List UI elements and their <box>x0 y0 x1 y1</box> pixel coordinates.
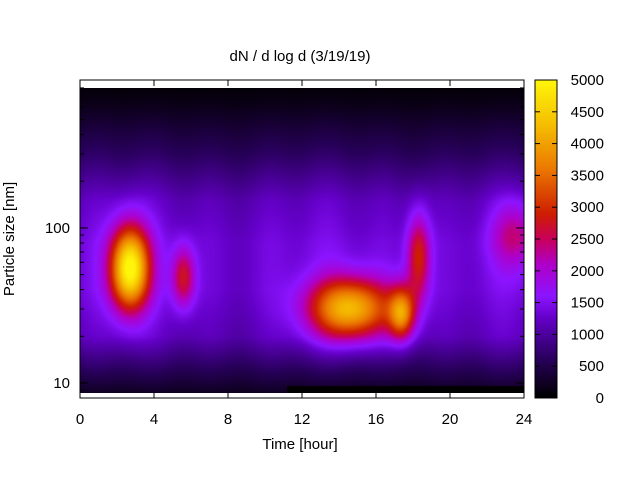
colorbar-tick-label: 2500 <box>571 231 604 248</box>
x-tick-label: 12 <box>294 411 311 428</box>
colorbar-ticks: 0 500 1000 1500 2000 2500 3000 3500 4000 4500 5000 <box>535 72 604 407</box>
colorbar-tick-label: 3500 <box>571 167 604 184</box>
colorbar-tick-label: 1000 <box>571 326 604 343</box>
x-tick-label: 4 <box>150 411 158 428</box>
colorbar-tick-label: 4500 <box>571 104 604 121</box>
chart-title: dN / d log d (3/19/19) <box>230 48 371 65</box>
y-axis-ticks: 10 100 <box>45 79 524 399</box>
y-tick-label: 10 <box>53 375 70 392</box>
colorbar-tick-label: 0 <box>596 390 604 407</box>
x-tick-label: 20 <box>442 411 459 428</box>
colorbar-tick-label: 2000 <box>571 263 604 280</box>
x-tick-label: 0 <box>76 411 84 428</box>
heatmap-image <box>80 88 524 393</box>
x-tick-label: 8 <box>224 411 232 428</box>
y-axis-label: Particle size [nm] <box>1 182 18 296</box>
colorbar-tick-label: 500 <box>579 358 604 375</box>
colorbar-gradient <box>535 80 557 398</box>
x-axis-ticks: 0 4 8 12 16 20 24 <box>76 80 533 428</box>
y-tick-label: 100 <box>45 220 70 237</box>
colorbar-tick-label: 1500 <box>571 295 604 312</box>
colorbar-tick-label: 5000 <box>571 72 604 89</box>
x-axis-label: Time [hour] <box>262 436 337 453</box>
x-tick-label: 16 <box>368 411 385 428</box>
x-tick-label: 24 <box>516 411 533 428</box>
colorbar-tick-label: 3000 <box>571 199 604 216</box>
colorbar-tick-label: 4000 <box>571 136 604 153</box>
